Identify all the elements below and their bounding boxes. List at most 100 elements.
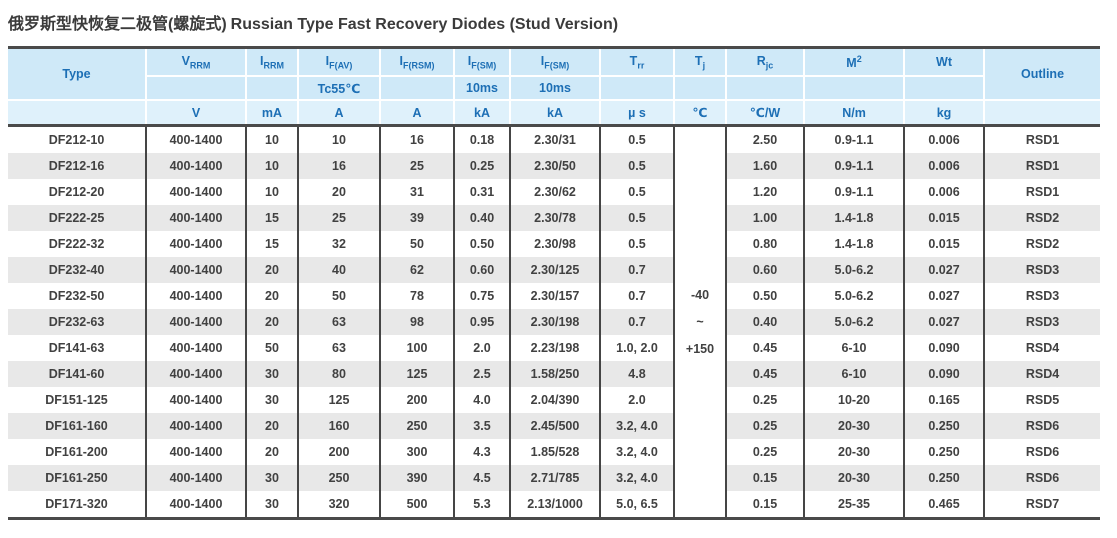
tj-range-line: -40: [690, 287, 710, 302]
cell-vrrm: 400-1400: [145, 153, 247, 179]
table-row: DF161-200 400-1400 20 200 300 4.3 1.85/528 3.2,…: [8, 439, 1100, 465]
table-row: DF212-16 400-1400 10 16 25 0.25 2.30/50 0.5 1.60…: [8, 153, 1100, 179]
cell-irrm: 30: [245, 361, 299, 387]
cell-rjc: 1.20: [725, 179, 805, 205]
cell-rjc: 0.15: [725, 465, 805, 491]
cell-rjc: 0.25: [725, 413, 805, 439]
header-row-symbols: Type VRRM IRRM IF(AV) IF(RSM) IF(SM) IF(…: [8, 47, 1100, 101]
table-row: DF151-125 400-1400 30 125 200 4.0 2.04/390 2.0 0…: [8, 387, 1100, 413]
cell-type: DF232-50: [8, 283, 147, 309]
cell-type: DF232-40: [8, 257, 147, 283]
cell-type: DF212-10: [8, 125, 147, 153]
cell-tj-merged: -40 ~ +150: [673, 125, 727, 519]
column-header-wt: Wt: [903, 47, 985, 77]
cell-ifav: 25: [297, 205, 381, 231]
column-header-trr: Trr: [599, 47, 675, 77]
cell-ifav: 10: [297, 125, 381, 153]
cell-type: DF161-200: [8, 439, 147, 465]
cell-rjc: 0.25: [725, 387, 805, 413]
cell-ifrsm: 98: [379, 309, 455, 335]
table-row: DF161-160 400-1400 20 160 250 3.5 2.45/500 3.2,…: [8, 413, 1100, 439]
cell-ifsm2: 2.30/125: [509, 257, 601, 283]
cell-wt: 0.027: [903, 257, 985, 283]
cell-rjc: 2.50: [725, 125, 805, 153]
page: 俄罗斯型快恢复二极管(螺旋式) Russian Type Fast Recover…: [8, 16, 1100, 519]
cell-trr: 5.0, 6.5: [599, 491, 675, 519]
cell-ifav: 63: [297, 335, 381, 361]
cell-irrm: 20: [245, 309, 299, 335]
unit-ifsm-1: kA: [453, 99, 511, 127]
cell-ifsm2: 2.30/98: [509, 231, 601, 257]
cell-irrm: 30: [245, 387, 299, 413]
cell-rjc: 0.40: [725, 309, 805, 335]
cell-ifav: 160: [297, 413, 381, 439]
cell-ifsm2: 2.71/785: [509, 465, 601, 491]
column-header-ifsm-1: IF(SM): [453, 47, 511, 77]
cell-ifsm1: 4.3: [453, 439, 511, 465]
table-row: DF141-60 400-1400 30 80 125 2.5 1.58/250 4.8 0.4…: [8, 361, 1100, 387]
cell-ifrsm: 16: [379, 125, 455, 153]
cell-wt: 0.250: [903, 465, 985, 491]
cell-outline: RSD4: [983, 335, 1100, 361]
cell-irrm: 15: [245, 205, 299, 231]
cell-trr: 2.0: [599, 387, 675, 413]
column-header-ifrsm: IF(RSM): [379, 47, 455, 77]
condition-vrrm: [146, 75, 247, 101]
cell-ifav: 125: [297, 387, 381, 413]
condition-rjc: [725, 75, 805, 101]
cell-trr: 3.2, 4.0: [599, 465, 675, 491]
cell-m2: 6-10: [803, 335, 905, 361]
table-row: DF141-63 400-1400 50 63 100 2.0 2.23/198 1.0, 2…: [8, 335, 1100, 361]
unit-trr: µ s: [599, 99, 675, 127]
tj-range-line: ~: [696, 314, 704, 329]
cell-wt: 0.027: [903, 309, 985, 335]
cell-type: DF151-125: [8, 387, 147, 413]
cell-ifrsm: 200: [379, 387, 455, 413]
cell-ifsm2: 2.23/198: [509, 335, 601, 361]
cell-irrm: 10: [245, 179, 299, 205]
cell-vrrm: 400-1400: [145, 335, 247, 361]
cell-ifsm1: 0.31: [453, 179, 511, 205]
condition-trr: [599, 75, 675, 101]
condition-ifav: Tc55℃: [297, 75, 381, 101]
cell-wt: 0.465: [903, 491, 985, 519]
cell-vrrm: 400-1400: [145, 387, 247, 413]
cell-wt: 0.090: [903, 335, 985, 361]
cell-vrrm: 400-1400: [145, 205, 247, 231]
cell-irrm: 20: [245, 283, 299, 309]
column-header-ifav: IF(AV): [297, 47, 381, 77]
cell-irrm: 15: [245, 231, 299, 257]
cell-m2: 0.9-1.1: [803, 179, 905, 205]
condition-ifrsm: [379, 75, 455, 101]
cell-rjc: 0.15: [725, 491, 805, 519]
cell-ifav: 80: [297, 361, 381, 387]
unit-type: [8, 99, 147, 127]
table-row: DF232-40 400-1400 20 40 62 0.60 2.30/125 0.7 0.6…: [8, 257, 1100, 283]
cell-m2: 20-30: [803, 439, 905, 465]
cell-m2: 1.4-1.8: [803, 231, 905, 257]
unit-wt: kg: [903, 99, 985, 127]
cell-vrrm: 400-1400: [145, 439, 247, 465]
title-english: Russian Type Fast Recovery Diodes (Stud …: [230, 16, 619, 33]
cell-type: DF212-20: [8, 179, 147, 205]
cell-trr: 4.8: [599, 361, 675, 387]
cell-type: DF141-63: [8, 335, 147, 361]
cell-type: DF141-60: [8, 361, 147, 387]
cell-ifrsm: 125: [379, 361, 455, 387]
column-header-ifsm-2: IF(SM): [509, 47, 601, 77]
column-header-irrm: IRRM: [245, 47, 299, 77]
cell-ifav: 20: [297, 179, 381, 205]
cell-vrrm: 400-1400: [145, 283, 247, 309]
cell-ifrsm: 25: [379, 153, 455, 179]
cell-m2: 5.0-6.2: [803, 283, 905, 309]
cell-ifrsm: 300: [379, 439, 455, 465]
cell-ifrsm: 390: [379, 465, 455, 491]
cell-outline: RSD1: [983, 179, 1100, 205]
cell-ifsm1: 4.5: [453, 465, 511, 491]
cell-ifsm1: 2.5: [453, 361, 511, 387]
cell-outline: RSD6: [983, 413, 1100, 439]
cell-ifsm1: 0.60: [453, 257, 511, 283]
cell-wt: 0.250: [903, 413, 985, 439]
cell-ifsm1: 5.3: [453, 491, 511, 519]
cell-wt: 0.006: [903, 179, 985, 205]
